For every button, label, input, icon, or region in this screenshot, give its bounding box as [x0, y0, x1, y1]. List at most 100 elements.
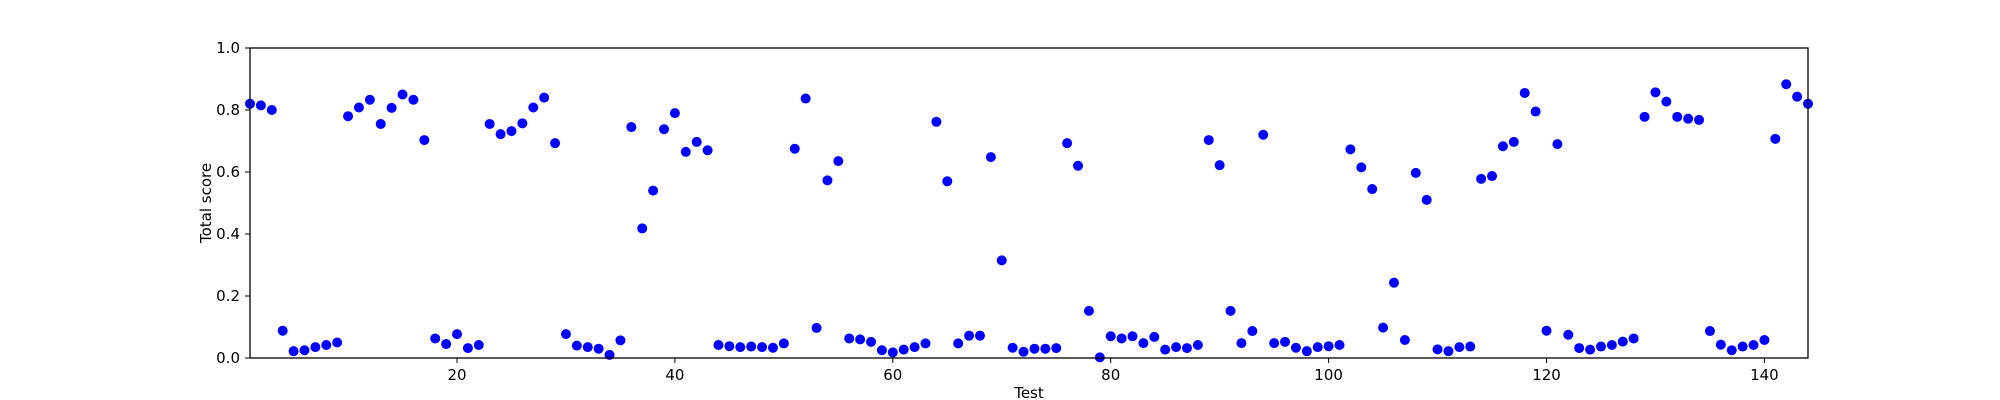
- data-point: [1628, 333, 1639, 344]
- data-point: [484, 118, 495, 129]
- data-point: [266, 105, 277, 115]
- data-point: [1388, 277, 1399, 288]
- data-point: [1748, 339, 1759, 350]
- data-point: [430, 333, 441, 344]
- data-point: [419, 135, 430, 146]
- data-point: [1595, 341, 1606, 352]
- data-point: [1040, 343, 1051, 354]
- data-point: [1410, 167, 1421, 178]
- data-point: [1247, 326, 1258, 337]
- y-tick-label: 0.8: [216, 101, 240, 119]
- data-point: [1029, 343, 1040, 354]
- data-point: [1007, 342, 1018, 353]
- data-point: [1672, 111, 1683, 122]
- data-point: [1704, 326, 1715, 337]
- data-point: [1062, 138, 1073, 149]
- data-point: [321, 339, 332, 350]
- y-axis-label: Total score: [197, 163, 215, 244]
- data-point: [1192, 339, 1203, 350]
- data-point: [964, 330, 975, 341]
- data-point: [1356, 162, 1367, 173]
- data-point: [571, 340, 582, 351]
- data-point: [996, 255, 1007, 266]
- data-point: [648, 185, 659, 196]
- data-point: [1345, 144, 1356, 155]
- data-point: [1715, 339, 1726, 350]
- data-point: [1378, 322, 1389, 333]
- y-axis-ticks: 0.0 0.2 0.4 0.6 0.8 1.0: [216, 39, 250, 367]
- data-points: [245, 79, 1813, 363]
- data-point: [255, 100, 266, 111]
- data-point: [1334, 339, 1345, 350]
- data-point: [1585, 344, 1596, 355]
- data-point: [822, 175, 833, 186]
- data-point: [1497, 141, 1508, 152]
- data-point: [386, 102, 397, 113]
- data-point: [1073, 160, 1084, 171]
- data-point: [408, 94, 419, 105]
- data-point: [746, 341, 757, 352]
- data-point: [1203, 135, 1214, 146]
- data-point: [1508, 136, 1519, 147]
- data-point: [1280, 336, 1291, 347]
- data-point: [974, 330, 985, 341]
- data-point: [397, 89, 408, 100]
- y-tick-label: 0.4: [216, 225, 240, 243]
- data-point: [473, 339, 484, 350]
- data-point: [1399, 335, 1410, 346]
- data-point: [724, 341, 735, 352]
- data-point: [517, 118, 528, 129]
- data-point: [767, 342, 778, 353]
- data-point: [593, 343, 604, 354]
- data-point: [310, 342, 321, 353]
- plot-frame: [249, 47, 1809, 359]
- data-point: [1160, 344, 1171, 355]
- data-point: [1149, 331, 1160, 342]
- data-point: [1301, 346, 1312, 357]
- y-tick-label: 0.6: [216, 163, 240, 181]
- data-point: [898, 344, 909, 355]
- data-point: [789, 143, 800, 154]
- x-axis-ticks: 20 40 60 80 100 120 140: [447, 358, 1779, 384]
- data-point: [1541, 325, 1552, 336]
- data-point: [1236, 338, 1247, 349]
- data-point: [800, 93, 811, 104]
- data-point: [1519, 87, 1530, 98]
- data-point: [1367, 184, 1378, 195]
- data-point: [364, 94, 375, 105]
- data-point: [1269, 338, 1280, 349]
- x-tick-label: 100: [1314, 366, 1343, 384]
- data-point: [1051, 343, 1062, 354]
- data-point: [691, 136, 702, 147]
- data-point: [887, 347, 898, 358]
- data-point: [866, 336, 877, 347]
- data-point: [1443, 346, 1454, 357]
- data-point: [343, 111, 354, 122]
- x-tick-label: 60: [883, 366, 902, 384]
- data-point: [1465, 341, 1476, 352]
- data-point: [1552, 139, 1563, 150]
- x-tick-label: 120: [1532, 366, 1561, 384]
- data-point: [713, 339, 724, 350]
- data-point: [1225, 305, 1236, 316]
- data-point: [528, 102, 539, 113]
- data-point: [1312, 342, 1323, 353]
- y-tick-label: 0.2: [216, 287, 240, 305]
- data-point: [462, 343, 473, 354]
- data-point: [441, 339, 452, 350]
- data-point: [560, 329, 571, 340]
- data-point: [1770, 133, 1781, 144]
- data-point: [811, 322, 822, 333]
- data-point: [735, 342, 746, 353]
- data-point: [920, 338, 931, 349]
- data-point: [757, 342, 768, 353]
- x-axis-label: Test: [1013, 384, 1044, 400]
- data-point: [353, 102, 364, 113]
- data-point: [1563, 329, 1574, 340]
- data-point: [375, 118, 386, 129]
- data-point: [1127, 331, 1138, 342]
- data-point: [332, 337, 343, 348]
- y-tick-label: 0.0: [216, 349, 240, 367]
